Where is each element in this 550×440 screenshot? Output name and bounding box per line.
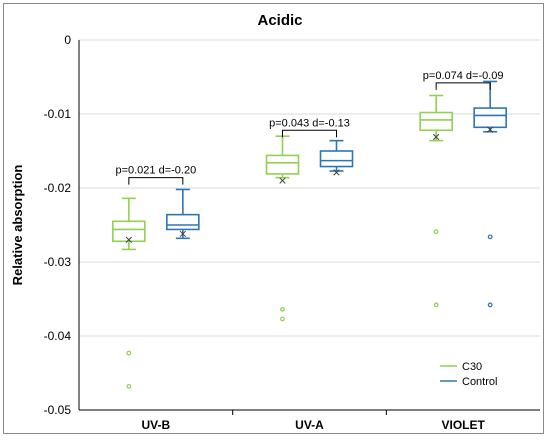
outlier-point: [126, 350, 132, 356]
bracket-line: [128, 177, 184, 185]
box-body: [265, 154, 300, 175]
x-tick-label: UV-A: [295, 418, 324, 432]
y-ticks: 0 -0.01 -0.02 -0.03 -0.04 -0.05: [44, 33, 72, 417]
significance-bracket: p=0.043 d=-0.13: [269, 117, 350, 138]
y-tick-label: -0.04: [44, 329, 72, 343]
box-body: [473, 107, 507, 129]
mean-marker: [279, 177, 286, 184]
box-body: [112, 220, 146, 243]
chart-frame: [3, 3, 544, 434]
box-c30-uv-a: [265, 135, 300, 322]
legend: C30 Control: [440, 361, 497, 388]
bracket-line: [435, 82, 491, 90]
y-tick-label: -0.05: [44, 403, 72, 417]
significance-bracket: p=0.021 d=-0.20: [115, 165, 196, 185]
x-ticks: UV-B UV-A VIOLET: [141, 410, 486, 432]
y-axis-label: Relative absorption: [10, 165, 25, 286]
gridlines: [79, 39, 540, 337]
box-control-violet: [473, 80, 507, 308]
box-control-uv-a: [319, 139, 354, 176]
outlier-point: [487, 234, 493, 240]
legend-item: Control: [440, 376, 497, 388]
annotation-label: p=0.074 d=-0.09: [423, 70, 504, 82]
annotation-label: p=0.043 d=-0.13: [269, 117, 350, 129]
box-body: [166, 213, 200, 231]
outlier-point: [126, 383, 132, 389]
boxes: [112, 80, 507, 389]
y-tick-label: -0.01: [44, 107, 72, 121]
outlier-point: [280, 306, 285, 312]
y-tick-label: -0.02: [44, 181, 72, 195]
bracket-line: [282, 129, 337, 138]
x-tick-label: VIOLET: [441, 418, 485, 432]
outlier-point: [433, 229, 439, 235]
significance-bracket: p=0.074 d=-0.09: [423, 70, 504, 90]
legend-label: Control: [462, 376, 497, 388]
outlier-point: [433, 302, 439, 308]
box-c30-violet: [419, 94, 453, 308]
outlier-point: [280, 316, 285, 322]
mean-marker: [125, 236, 132, 243]
y-tick-label: -0.03: [44, 255, 72, 269]
chart-title: Acidic: [257, 12, 302, 29]
annotation-label: p=0.021 d=-0.20: [115, 165, 196, 177]
box-control-uv-b: [166, 188, 200, 240]
mean-marker: [433, 133, 440, 141]
legend-label: C30: [462, 361, 482, 373]
legend-item: C30: [440, 361, 482, 373]
y-tick-label: 0: [64, 33, 71, 47]
annotations: p=0.021 d=-0.20 p=0.043 d=-0.13 p=0.074 d=…: [115, 70, 504, 185]
axes: [78, 40, 540, 411]
box-body: [319, 150, 354, 168]
outlier-point: [487, 302, 493, 308]
box-c30-uv-b: [112, 197, 146, 389]
box-body: [419, 111, 453, 132]
mean-marker: [333, 169, 340, 176]
x-tick-label: UV-B: [141, 418, 170, 432]
mean-marker: [487, 126, 494, 133]
mean-marker: [179, 230, 186, 238]
